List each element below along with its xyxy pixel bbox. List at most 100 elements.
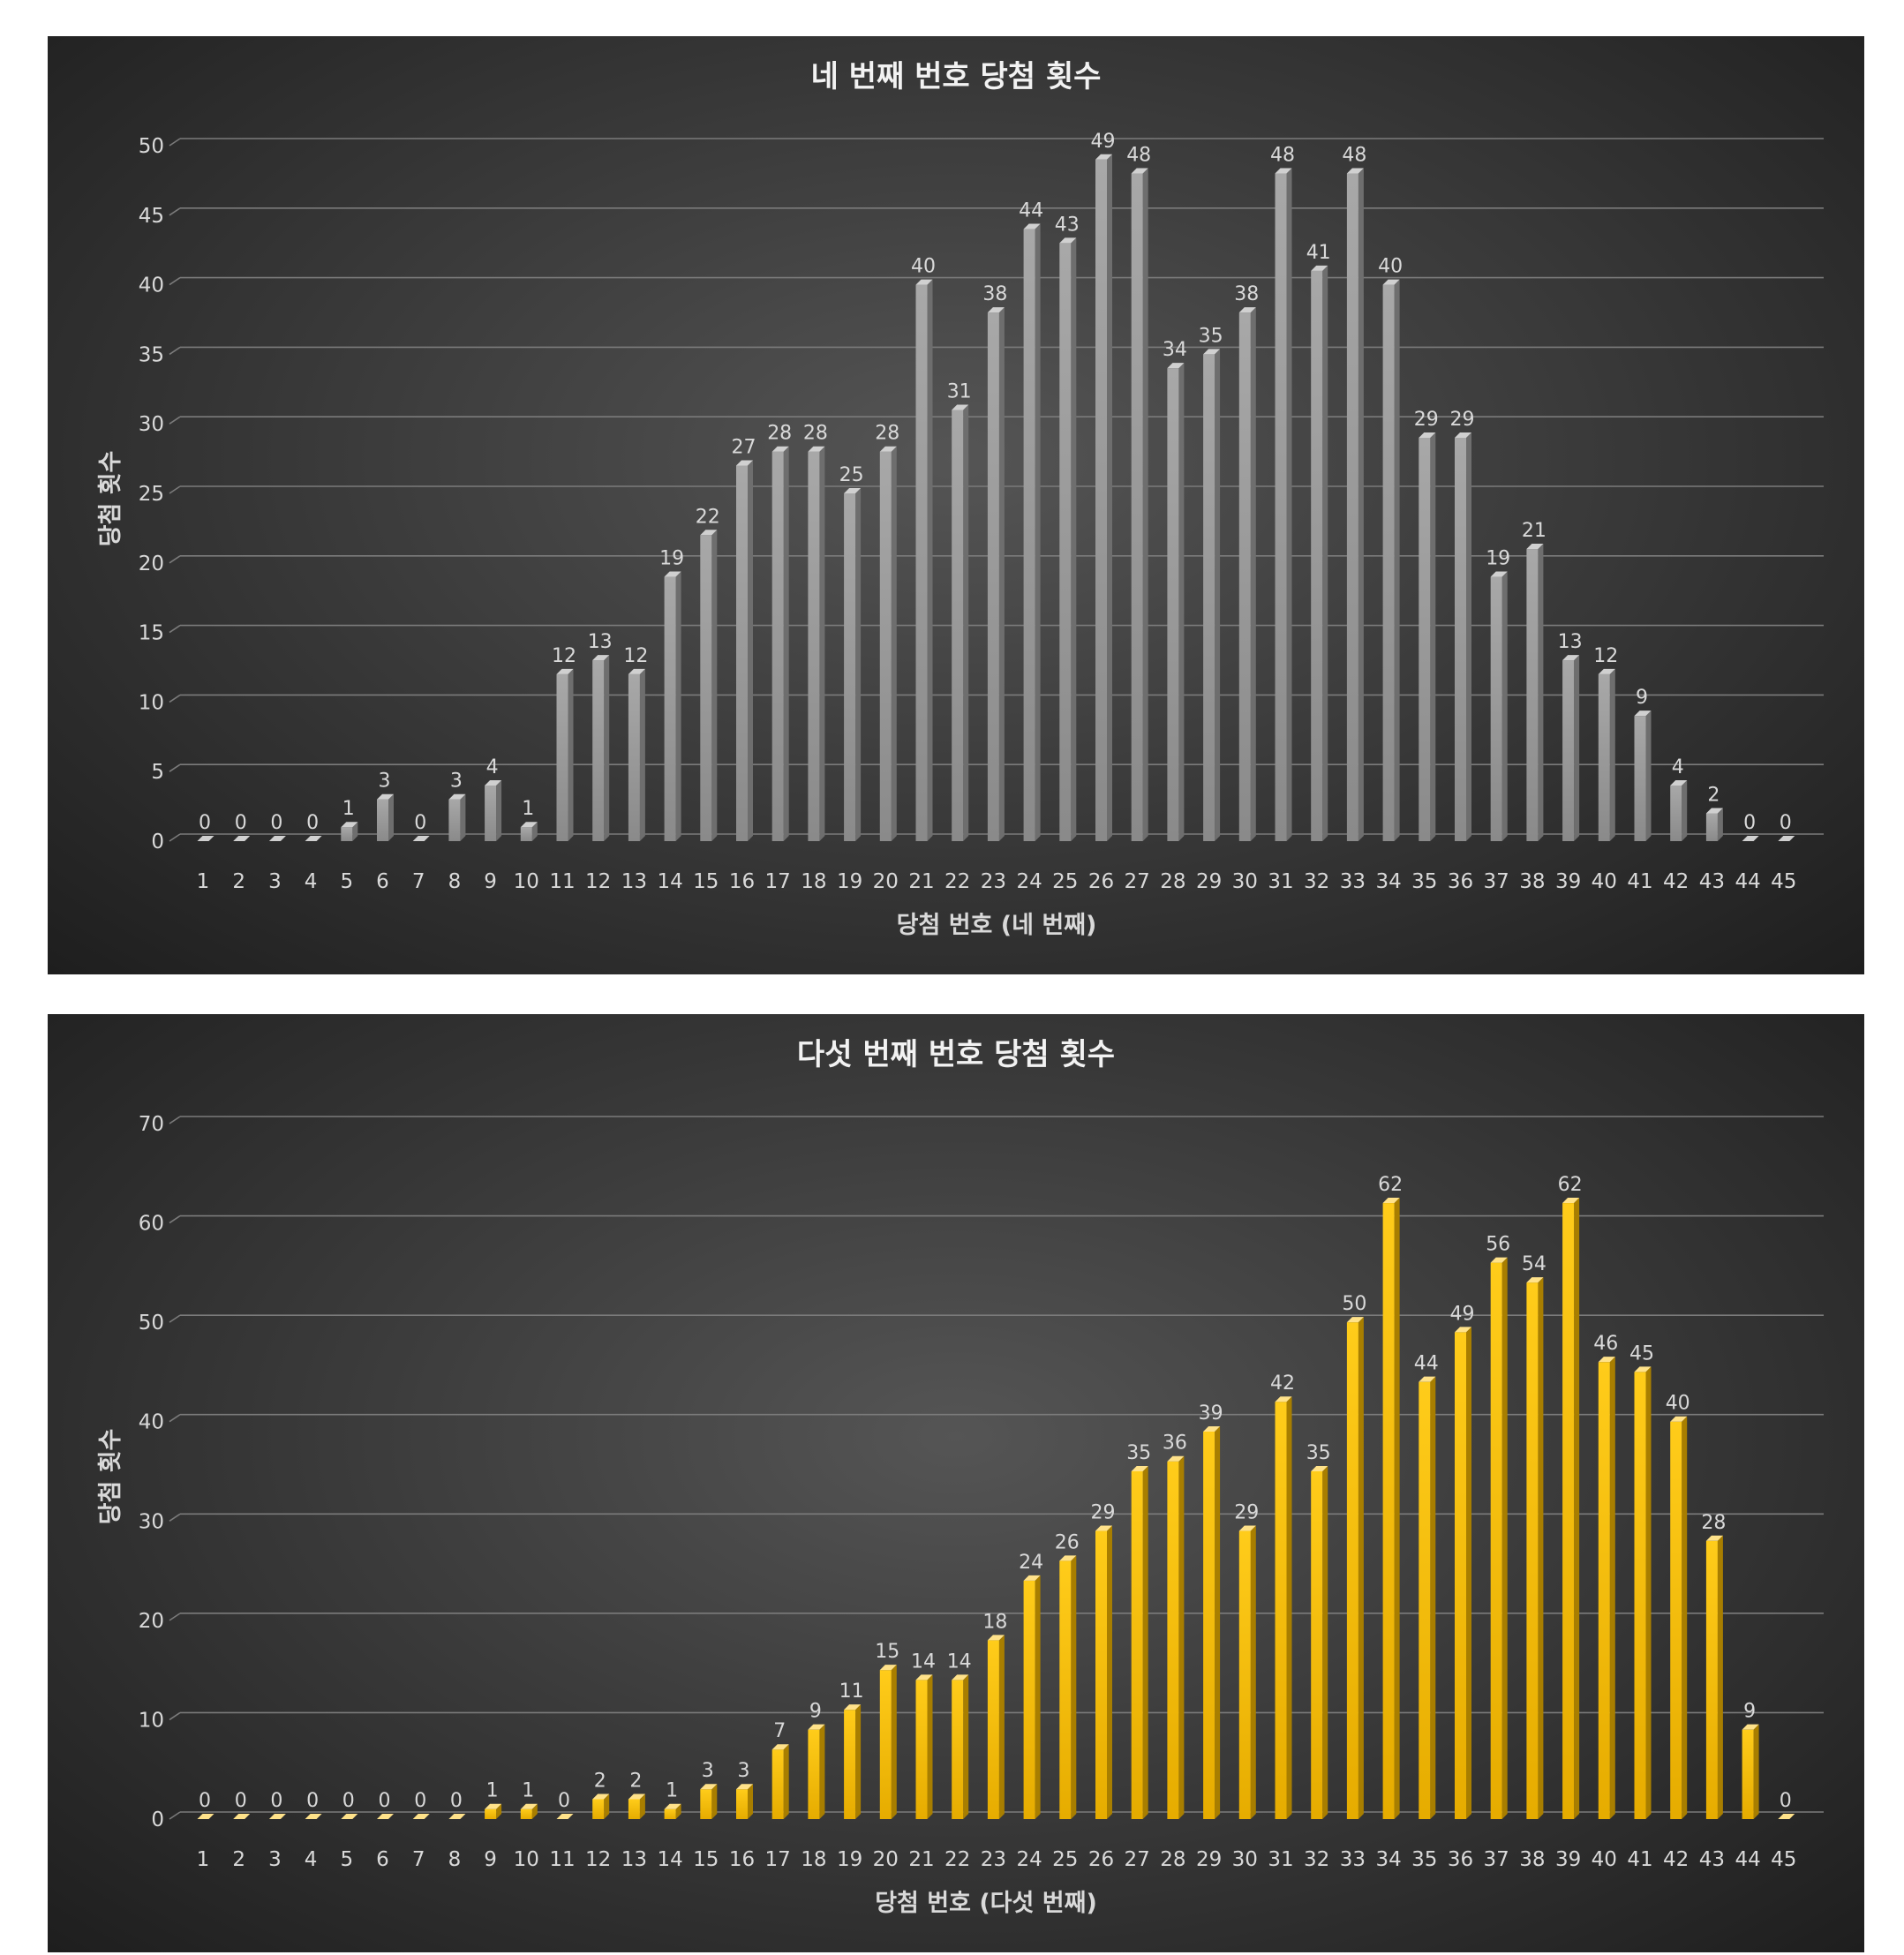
x-tick-label: 36 <box>1448 1848 1473 1871</box>
gridline-edge <box>169 1214 181 1224</box>
y-tick-label: 70 <box>139 1113 164 1136</box>
bar <box>305 1814 322 1819</box>
data-label: 0 <box>450 1790 463 1812</box>
x-tick-label: 38 <box>1519 1848 1545 1871</box>
y-tick-label: 50 <box>139 135 164 158</box>
data-label: 42 <box>1270 1372 1295 1395</box>
x-tick-label: 9 <box>484 1848 497 1871</box>
x-tick-label: 16 <box>729 870 755 893</box>
bar <box>520 1803 538 1819</box>
data-label: 0 <box>235 812 247 834</box>
data-label: 0 <box>199 1790 211 1812</box>
x-tick-label: 17 <box>765 870 791 893</box>
x-tick-label: 27 <box>1125 1848 1150 1871</box>
bar <box>915 279 933 842</box>
data-label: 35 <box>1306 1442 1331 1464</box>
data-label: 1 <box>522 798 534 820</box>
bar <box>268 836 286 841</box>
data-label: 3 <box>379 771 391 793</box>
x-tick-label: 4 <box>305 1848 318 1871</box>
x-tick-label: 40 <box>1592 870 1617 893</box>
data-label: 0 <box>379 1790 391 1812</box>
data-label: 46 <box>1593 1333 1618 1355</box>
x-tick-label: 3 <box>268 870 282 893</box>
bar <box>1382 1198 1400 1819</box>
y-tick-label: 10 <box>139 691 164 714</box>
bar <box>556 668 574 841</box>
data-label: 29 <box>1234 1502 1259 1524</box>
bar <box>592 1793 610 1819</box>
bar <box>1311 1466 1328 1819</box>
bar <box>485 1803 502 1819</box>
x-tick-label: 18 <box>801 870 826 893</box>
gridline-edge <box>169 485 181 494</box>
bar <box>664 1803 681 1819</box>
data-label: 22 <box>696 506 720 528</box>
y-tick-label: 20 <box>139 1610 164 1633</box>
x-tick-label: 9 <box>484 870 497 893</box>
x-tick-label: 25 <box>1052 1848 1078 1871</box>
data-label: 26 <box>1055 1531 1080 1553</box>
bar <box>1562 1198 1580 1819</box>
x-tick-label: 3 <box>268 1848 282 1871</box>
data-label: 12 <box>623 645 648 667</box>
data-label: 56 <box>1486 1234 1510 1256</box>
data-label: 0 <box>558 1790 570 1812</box>
bar <box>1059 237 1077 841</box>
bar <box>1598 1357 1615 1819</box>
bar <box>412 1814 430 1819</box>
bar <box>736 460 753 841</box>
x-tick-label: 28 <box>1160 1848 1185 1871</box>
bar <box>233 1814 251 1819</box>
x-tick-label: 10 <box>514 870 539 893</box>
x-tick-label: 44 <box>1735 870 1760 893</box>
x-tick-label: 10 <box>514 1848 539 1871</box>
data-label: 0 <box>1743 812 1756 834</box>
bar <box>197 1814 214 1819</box>
data-label: 9 <box>1636 687 1648 709</box>
x-tick-label: 7 <box>412 870 425 893</box>
x-tick-label: 32 <box>1304 1848 1329 1871</box>
x-tick-label: 6 <box>376 1848 389 1871</box>
bar <box>1778 1814 1795 1819</box>
data-label: 0 <box>414 1790 426 1812</box>
x-tick-label: 20 <box>873 870 899 893</box>
x-tick-label: 45 <box>1771 1848 1796 1871</box>
bar <box>448 1814 466 1819</box>
chart-fourth-number: 네 번째 번호 당첨 횟수 당첨 횟수 당첨 번호 (네 번째) 0510152… <box>97 59 1824 939</box>
bar <box>700 1784 718 1819</box>
y-tick-label: 35 <box>139 343 164 366</box>
bar <box>1346 1317 1364 1819</box>
y-axis-title: 당첨 횟수 <box>97 451 124 547</box>
x-tick-label: 35 <box>1411 870 1437 893</box>
bar <box>1131 168 1148 841</box>
x-tick-label: 37 <box>1484 1848 1509 1871</box>
data-label: 44 <box>1019 200 1043 222</box>
x-tick-label: 36 <box>1448 870 1473 893</box>
data-label: 40 <box>1666 1393 1690 1415</box>
x-tick-label: 17 <box>765 1848 791 1871</box>
x-axis-ticks: 1 2 3 4 5 6 7 8 9 10 11 12 13 14 15 16 17 18 19 20 21 22 23 24 2… <box>197 1848 1797 1871</box>
y-tick-label: 15 <box>139 622 164 645</box>
data-label: 48 <box>1126 145 1151 167</box>
x-tick-label: 5 <box>340 1848 353 1871</box>
data-label: 28 <box>875 423 899 445</box>
data-label: 48 <box>1342 145 1366 167</box>
bar <box>879 446 897 841</box>
bar <box>1742 1724 1759 1819</box>
bar <box>1095 154 1112 841</box>
x-tick-label: 25 <box>1052 870 1078 893</box>
data-label: 11 <box>839 1681 864 1703</box>
bar <box>556 1814 574 1819</box>
data-label: 3 <box>702 1760 714 1782</box>
data-label: 1 <box>486 1780 499 1802</box>
x-tick-label: 21 <box>908 1848 934 1871</box>
x-tick-label: 43 <box>1699 1848 1725 1871</box>
x-tick-label: 19 <box>837 870 862 893</box>
bar <box>377 793 394 841</box>
bar <box>377 1814 394 1819</box>
x-tick-label: 24 <box>1016 870 1042 893</box>
bar <box>1670 779 1688 841</box>
x-tick-label: 22 <box>944 870 970 893</box>
